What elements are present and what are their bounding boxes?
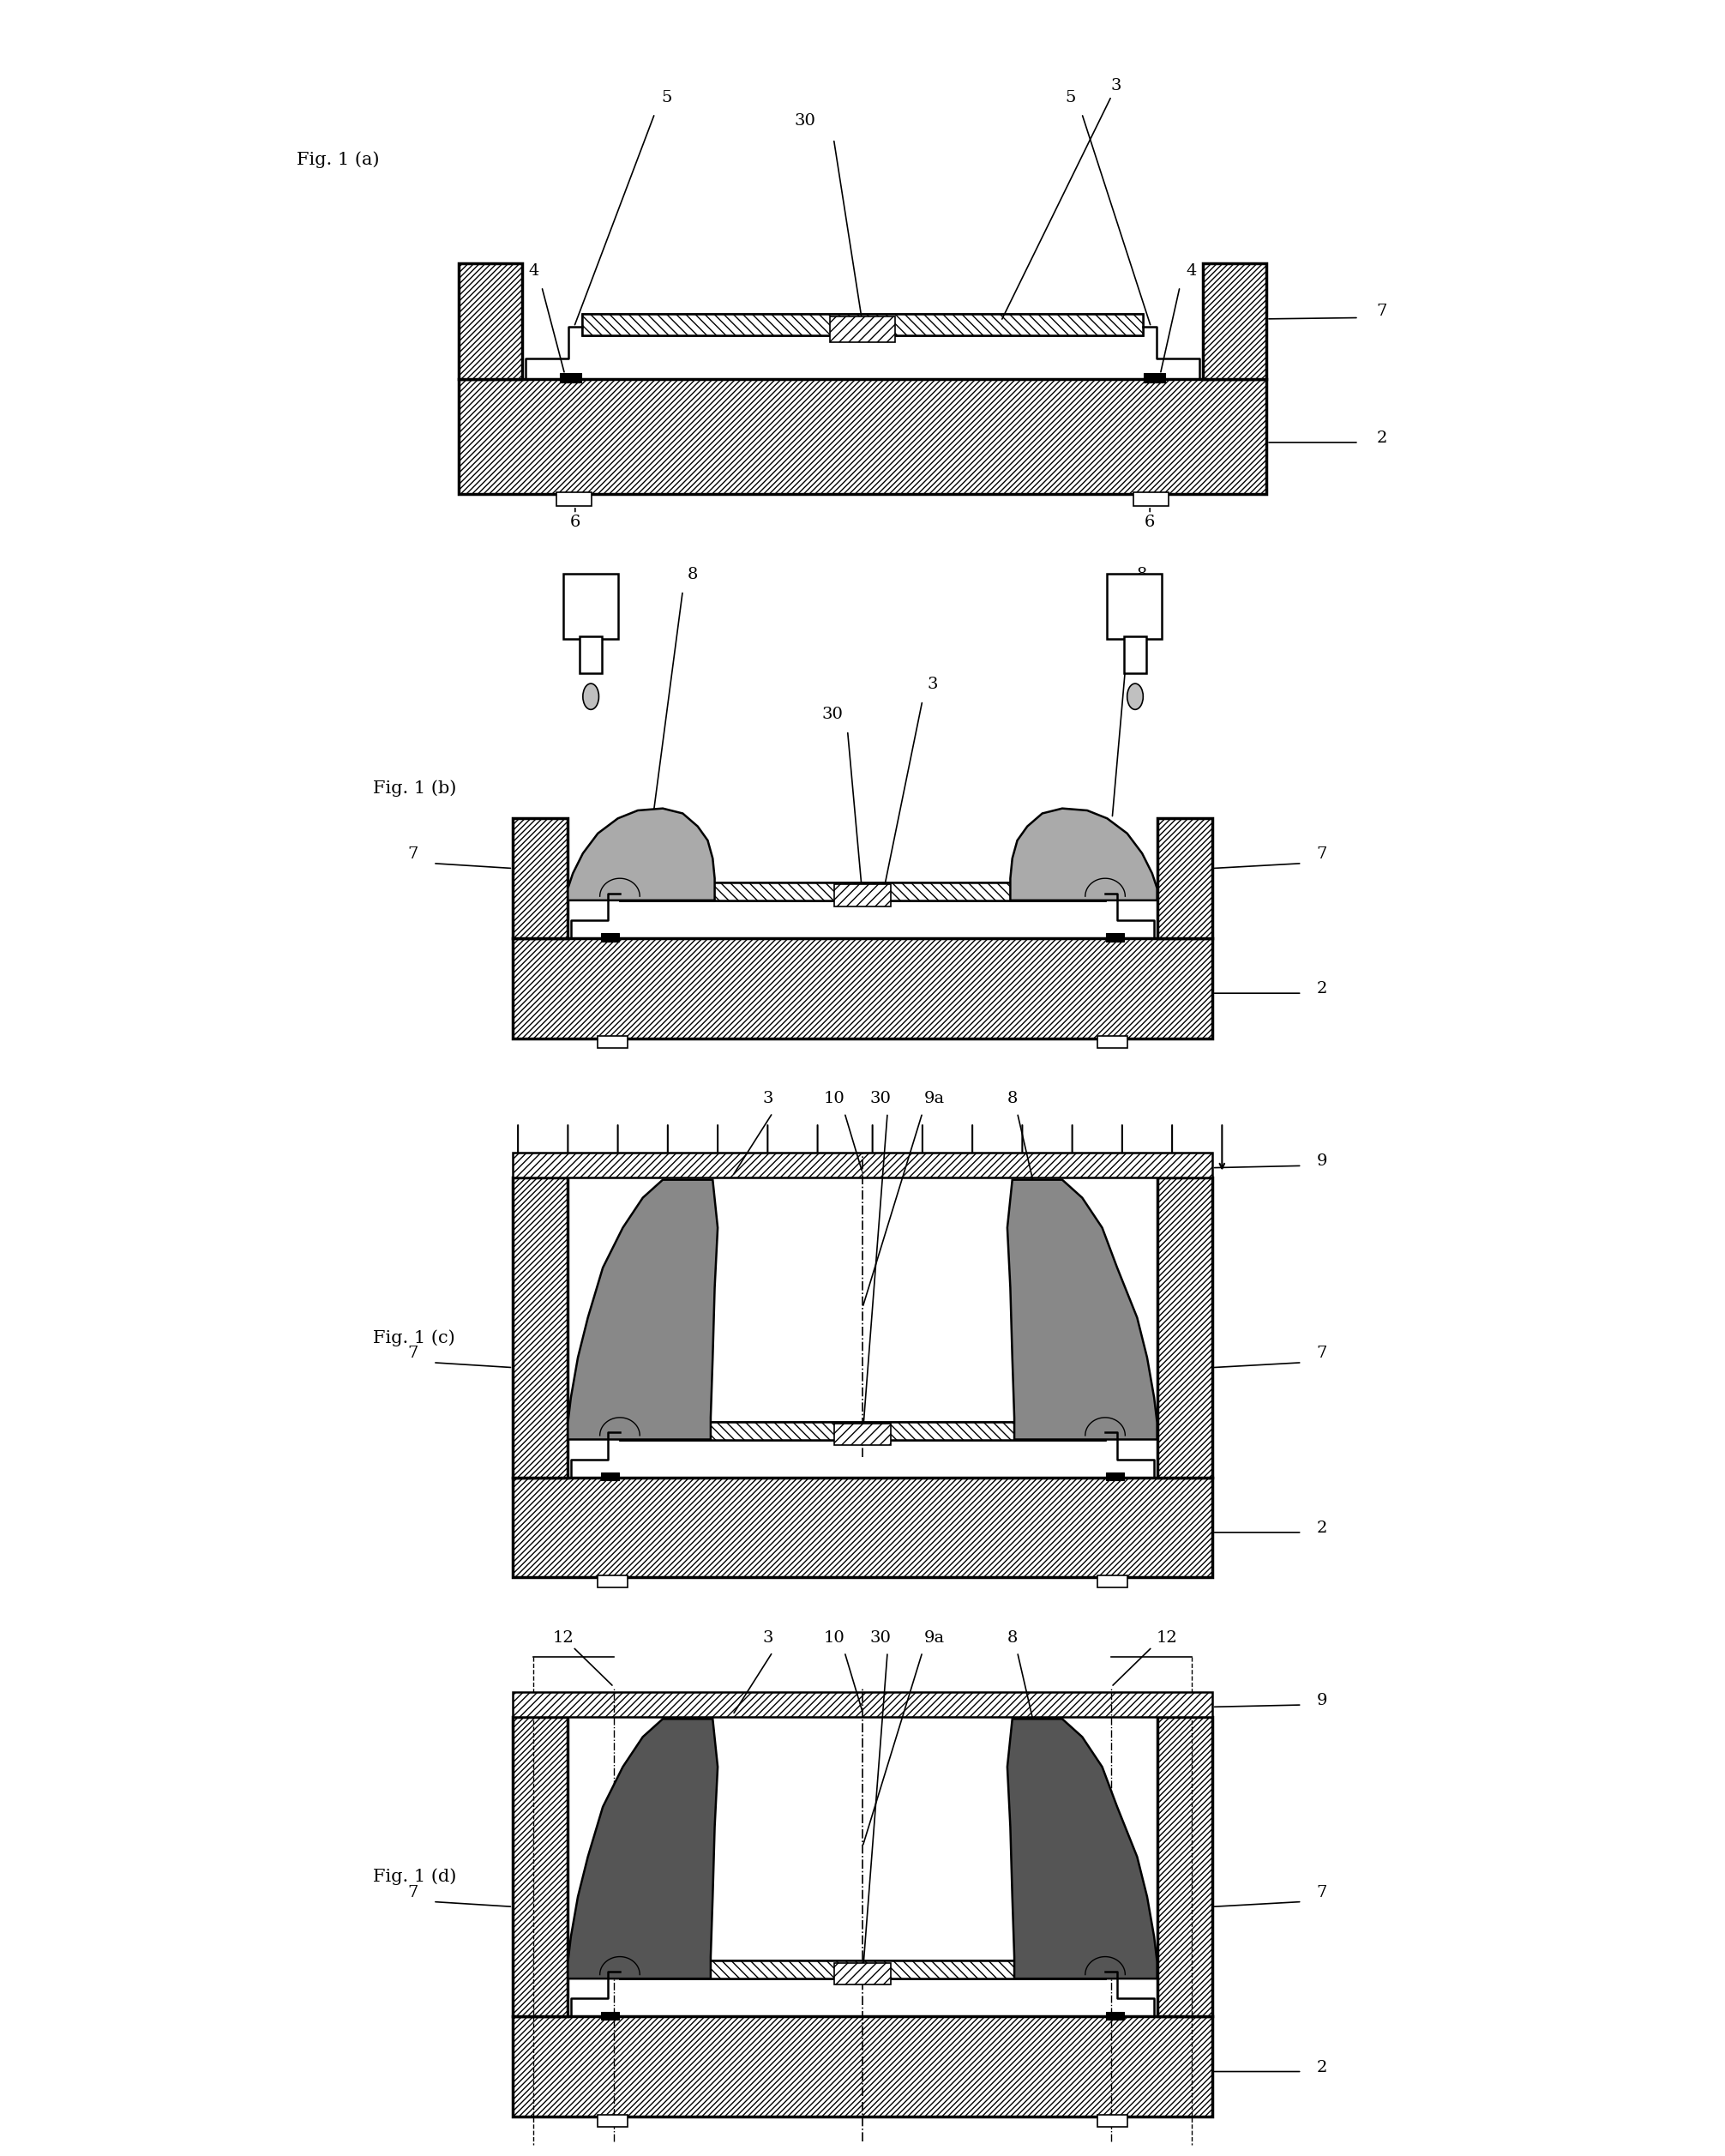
Text: 7: 7 [1316,1345,1327,1360]
Polygon shape [568,1179,718,1440]
Text: 9: 9 [1316,1153,1327,1169]
Bar [619,1960,1106,1979]
Bar [512,1692,1213,1716]
Bar [1107,573,1163,638]
Text: 8: 8 [688,567,699,582]
Text: Fig. 1 (a): Fig. 1 (a) [297,151,380,168]
Text: 7: 7 [1316,1884,1327,1899]
Bar [600,1473,619,1481]
Bar [459,379,1266,494]
Bar [1144,373,1164,382]
Bar [600,934,619,942]
Bar [619,882,1106,901]
Bar [512,1177,568,1477]
Bar [512,819,568,938]
Text: 2: 2 [1316,981,1327,996]
Text: 8: 8 [1137,567,1147,582]
Text: 30: 30 [869,1091,892,1106]
Text: 8: 8 [1007,1630,1018,1645]
Text: 7: 7 [407,1884,419,1899]
Text: 10: 10 [825,1091,845,1106]
Polygon shape [568,1718,718,1979]
Bar [561,373,581,382]
Text: 2: 2 [1316,2059,1327,2074]
Bar [580,636,602,673]
Bar [619,882,1106,901]
Bar [512,2016,1213,2117]
Text: Fig. 1 (d): Fig. 1 (d) [373,1869,457,1884]
Bar [619,1421,1106,1440]
Text: 30: 30 [869,1630,892,1645]
Bar [600,2012,619,2020]
Bar [835,1423,890,1445]
Text: 6: 6 [569,515,580,530]
Bar [1133,492,1168,507]
Polygon shape [1007,1718,1157,1979]
Text: Fig. 1 (b): Fig. 1 (b) [373,780,457,798]
Bar [835,884,890,906]
Bar [599,1576,628,1587]
Bar [512,1153,1213,1177]
Bar [1157,1177,1213,1477]
Bar [512,938,1213,1039]
Bar [581,315,1144,334]
Text: 30: 30 [794,112,816,129]
Text: 10: 10 [825,1630,845,1645]
Bar [512,1716,568,2016]
Text: 9a: 9a [925,1091,945,1106]
Text: 12: 12 [552,1630,573,1645]
Polygon shape [568,808,714,901]
Text: 3: 3 [762,1091,773,1106]
Text: 12: 12 [1156,1630,1178,1645]
Bar [1202,263,1266,379]
Text: 6: 6 [1145,515,1156,530]
Bar [581,315,1144,334]
Bar [830,317,895,343]
Polygon shape [1011,808,1157,901]
Text: 30: 30 [821,707,844,722]
Text: 7: 7 [1316,847,1327,862]
Bar [1106,2012,1125,2020]
Bar [1097,1576,1126,1587]
Bar [619,1421,1106,1440]
Bar [835,1962,890,1986]
Text: 3: 3 [762,1630,773,1645]
Bar [562,573,618,638]
Text: 7: 7 [407,1345,419,1360]
Bar [1125,636,1145,673]
Bar [1097,2115,1126,2126]
Text: 2: 2 [1377,431,1387,446]
Bar [599,1037,628,1048]
Text: 2: 2 [1316,1520,1327,1535]
Bar [512,1477,1213,1578]
Text: 9: 9 [1316,1692,1327,1708]
Ellipse shape [583,683,599,709]
Text: 7: 7 [407,847,419,862]
Bar [599,2115,628,2126]
Bar [459,263,523,379]
Text: 7: 7 [1377,304,1387,319]
Text: 8: 8 [1007,1091,1018,1106]
Text: 3: 3 [926,677,938,692]
Text: 3: 3 [1002,78,1121,319]
Ellipse shape [1126,683,1144,709]
Bar [619,1960,1106,1979]
Bar [1157,1716,1213,2016]
Text: 4: 4 [528,263,538,278]
Bar [1106,1473,1125,1481]
Text: 5: 5 [1064,91,1075,106]
Text: 9a: 9a [925,1630,945,1645]
Text: 4: 4 [1187,263,1197,278]
Bar [1106,934,1125,942]
Polygon shape [1007,1179,1157,1440]
Bar [1097,1037,1126,1048]
Bar [1157,819,1213,938]
Text: 5: 5 [661,91,671,106]
Bar [557,492,592,507]
Text: Fig. 1 (c): Fig. 1 (c) [373,1328,455,1345]
